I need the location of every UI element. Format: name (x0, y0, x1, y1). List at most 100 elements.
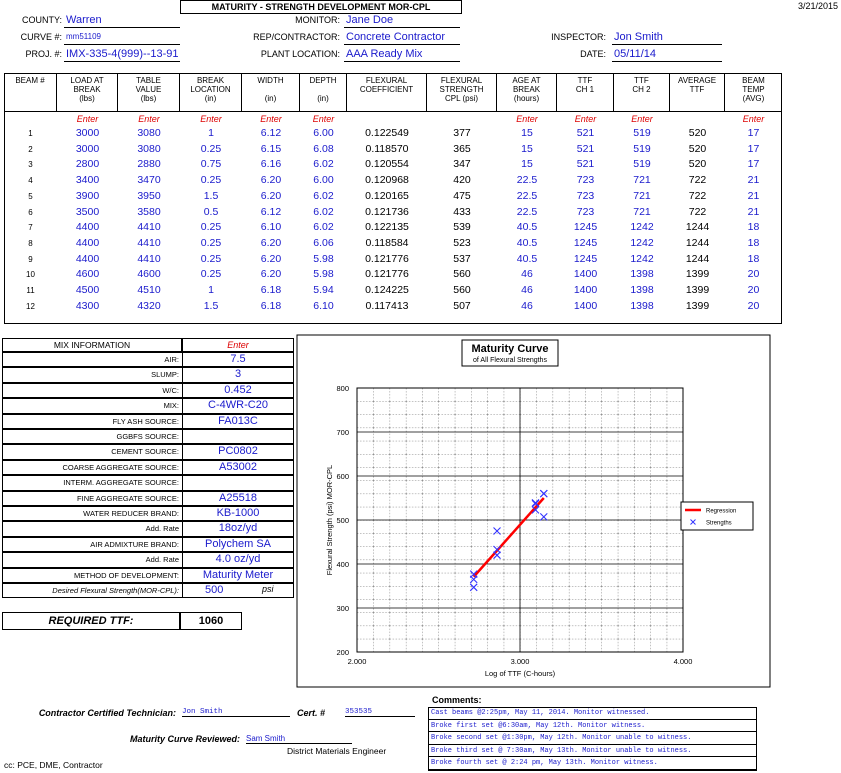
column-header: FLEXURAL STRENGTH CPL (psi) (427, 73, 497, 112)
column-header-line: DEPTH (309, 76, 337, 85)
field-value: Warren (64, 13, 180, 28)
column-header-line: AGE AT (512, 76, 541, 85)
column-header: AVERAGE TTF (670, 73, 725, 112)
table-cell: 5 (28, 191, 33, 201)
table-cell: 22.5 (516, 205, 538, 218)
reviewer-title: District Materials Engineer (287, 746, 387, 756)
enter-marker: Enter (631, 114, 653, 124)
table-cell: 1245 (573, 236, 598, 249)
column-header: BEAM # (4, 73, 57, 112)
field-value: AAA Ready Mix (344, 47, 460, 62)
mix-value: Maturity Meter (182, 567, 294, 583)
table-cell: 1398 (630, 284, 654, 296)
table-cell: 1400 (573, 299, 598, 312)
table-cell: 0.25 (200, 268, 222, 281)
table-cell: 0.121776 (365, 252, 409, 265)
strength-point (531, 498, 540, 507)
table-cell: 420 (453, 174, 471, 187)
cert-label: Cert. # (297, 708, 326, 718)
x-tick-label: 3.000 (511, 657, 530, 666)
table-cell: 1245 (573, 221, 598, 234)
strength-point (539, 489, 548, 498)
column-header-line: (AVG) (742, 94, 765, 103)
column-header-line: (in) (264, 94, 277, 103)
table-cell: 3580 (137, 205, 161, 218)
column-header: TTF CH 1 (557, 73, 614, 112)
column-header-line: TTF (577, 76, 593, 85)
mix-value: 4.0 oz/yd (182, 552, 294, 568)
table-cell: 520 (688, 127, 707, 139)
regression-line (472, 497, 545, 578)
column-header: TTF CH 2 (614, 73, 670, 112)
mix-value: 500 (182, 583, 294, 599)
table-cell: 722 (688, 174, 707, 187)
table-cell: 1399 (685, 284, 710, 296)
table-cell: 10 (26, 270, 35, 280)
table-cell: 0.118570 (365, 142, 409, 155)
mix-label: W/C: (2, 382, 182, 399)
mix-value: A53002 (182, 459, 294, 476)
x-axis-label: Log of TTF (C-hours) (485, 669, 556, 678)
table-cell: 6.12 (260, 127, 282, 139)
table-cell: 46 (521, 284, 533, 296)
field-label: INSPECTOR: (551, 32, 606, 42)
reviewer-name: Sam Smith (246, 734, 352, 744)
mix-label: Add. Rate (2, 552, 182, 568)
table-cell: 5.94 (313, 284, 334, 296)
comments-title: Comments: (432, 695, 482, 705)
table-cell: 3500 (75, 205, 100, 218)
mix-value (182, 429, 294, 445)
table-cell: 475 (453, 189, 471, 202)
table-cell: 560 (453, 284, 471, 296)
plot-area (356, 387, 684, 653)
strength-point (531, 505, 540, 514)
mix-label: SLUMP: (2, 367, 182, 383)
comment-line: Broke third set @ 7:30am, May 13th. Moni… (428, 745, 757, 758)
table-cell: 40.5 (516, 252, 538, 265)
table-cell: 4500 (75, 284, 100, 296)
legend-label: Regression (706, 509, 736, 515)
table-cell: 4320 (137, 299, 161, 312)
table-cell: 40.5 (516, 236, 538, 249)
table-cell: 523 (453, 236, 471, 249)
table-cell: 6.18 (260, 284, 282, 296)
column-header-line: FLEXURAL (365, 76, 408, 85)
column-header-line: CH 1 (575, 85, 595, 94)
table-cell: 3470 (137, 174, 161, 187)
column-header-line: (in) (317, 94, 329, 103)
table-cell: 20 (747, 284, 760, 296)
column-header: LOAD AT BREAK (lbs) (57, 73, 118, 112)
column-header-line: (lbs) (79, 94, 95, 103)
y-axis-label: Flexural Strength (psi) MOR-CPL (325, 465, 334, 575)
table-cell: 3 (28, 160, 33, 170)
mix-value: 3 (182, 367, 294, 383)
chart-frame (296, 334, 771, 688)
legend-box (680, 501, 754, 531)
comments-frame (428, 707, 757, 771)
field-label: CURVE #: (20, 32, 62, 42)
mix-value: 0.452 (182, 382, 294, 399)
table-cell: 3000 (75, 127, 100, 139)
column-header-line: BREAK (73, 85, 101, 94)
table-cell: 1.5 (203, 189, 219, 202)
table-cell: 21 (747, 174, 760, 187)
table-cell: 0.25 (200, 174, 222, 187)
column-header-line: (hours) (513, 94, 540, 103)
table-cell: 15 (521, 127, 533, 139)
column-header-line: BEAM (742, 76, 765, 85)
mix-label: INTERM. AGGREGATE SOURCE: (2, 475, 182, 491)
table-cell: 17 (747, 158, 760, 171)
enter-marker: Enter (260, 114, 282, 124)
table-cell: 521 (576, 127, 595, 139)
table-cell: 537 (453, 252, 471, 265)
table-cell: 519 (633, 127, 651, 139)
table-cell: 40.5 (516, 221, 538, 234)
column-header-line: VALUE (135, 85, 162, 94)
technician-name: Jon Smith (182, 708, 290, 717)
table-cell: 4300 (75, 299, 100, 312)
table-cell: 1242 (630, 252, 654, 265)
column-header: DEPTH (in) (300, 73, 347, 112)
column-header-line (242, 85, 299, 94)
table-cell: 6.15 (260, 142, 282, 155)
